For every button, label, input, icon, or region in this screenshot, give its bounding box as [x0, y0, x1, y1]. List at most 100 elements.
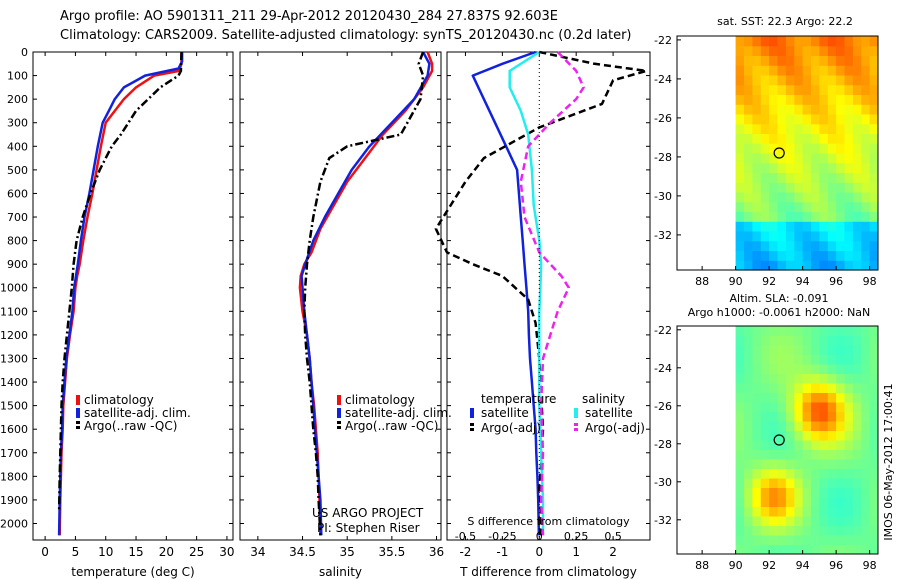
sla-heatmap-cell — [852, 392, 862, 403]
sst-heatmap-cell — [827, 153, 837, 164]
sla-heatmap-cell — [735, 449, 745, 460]
sla-heatmap-cell — [844, 468, 854, 479]
sla-xtick-label: 88 — [695, 559, 709, 572]
sla-heatmap-cell — [777, 487, 787, 498]
sst-heatmap-cell — [827, 260, 837, 271]
sla-heatmap-cell — [794, 468, 804, 479]
sst-heatmap-cell — [760, 172, 770, 183]
sla-heatmap-cell — [869, 535, 879, 545]
sla-heatmap-cell — [827, 449, 837, 460]
sst-heatmap-cell — [861, 211, 871, 222]
sla-heatmap-cell — [802, 506, 812, 517]
diff-salinity-tick-label: 0.5 — [604, 530, 622, 543]
sst-heatmap-cell — [869, 84, 879, 95]
sla-heatmap-cell — [852, 430, 862, 441]
sla-heatmap-cell — [869, 354, 879, 365]
sla-heatmap-cell — [769, 411, 778, 422]
sst-heatmap-cell — [852, 211, 862, 222]
sst-heatmap-cell — [869, 114, 879, 125]
sst-heatmap-cell — [794, 36, 804, 47]
sla-heatmap-cell — [769, 354, 778, 365]
sst-heatmap-cell — [760, 250, 770, 261]
sla-heatmap-cell — [769, 430, 778, 441]
diff-legend-entry: Argo(-adj) — [585, 421, 645, 435]
sla-heatmap-cell — [802, 544, 812, 555]
sst-heatmap-cell — [836, 55, 845, 66]
sst-heatmap-cell — [794, 221, 804, 232]
sla-heatmap-cell — [794, 326, 804, 336]
sla-heatmap-cell — [861, 497, 871, 507]
sla-heatmap-cell — [861, 459, 871, 469]
sst-heatmap-cell — [744, 114, 753, 125]
sla-heatmap-cell — [827, 364, 837, 374]
sst-heatmap-cell — [777, 240, 787, 252]
sst-map-title: sat. SST: 22.3 Argo: 22.2 — [717, 15, 853, 28]
sst-heatmap-cell — [836, 75, 845, 86]
sst-heatmap-cell — [852, 260, 862, 271]
sla-heatmap-cell — [852, 345, 862, 355]
sst-heatmap-cell — [811, 123, 820, 134]
diff-xtick-label: 0 — [535, 545, 543, 559]
sla-heatmap-cell — [760, 468, 770, 479]
sst-heatmap-cell — [802, 201, 812, 212]
sla-heatmap-cell — [735, 506, 745, 517]
figure-title-line1: Argo profile: AO 5901311_211 29-Apr-2012… — [60, 9, 558, 24]
sla-heatmap-cell — [752, 421, 762, 431]
depth-tick-label: 1300 — [0, 352, 28, 365]
sal-xtick-label: 34 — [250, 545, 265, 559]
sla-heatmap-cell — [760, 326, 770, 336]
sst-heatmap-cell — [785, 211, 795, 222]
sla-heatmap-cell — [752, 516, 762, 526]
sst-heatmap-cell — [836, 162, 845, 173]
depth-tick-label: 1600 — [0, 423, 28, 436]
sla-heatmap-cell — [869, 544, 879, 555]
temp-series-line-2 — [57, 51, 183, 512]
sst-heatmap-cell — [744, 221, 753, 232]
sla-heatmap-cell — [802, 411, 812, 422]
sst-heatmap-cell — [844, 75, 854, 86]
depth-tick-label: 100 — [7, 70, 28, 83]
sla-heatmap-cell — [819, 487, 829, 498]
sla-heatmap-cell — [752, 497, 762, 507]
sla-heatmap-cell — [811, 335, 820, 346]
sla-heatmap-cell — [819, 459, 829, 469]
sst-heatmap-cell — [794, 94, 804, 105]
sst-heatmap-cell — [769, 84, 778, 95]
figure-title-line2: Climatology: CARS2009. Satellite-adjuste… — [60, 28, 632, 43]
sla-heatmap-cell — [869, 506, 879, 517]
sst-heatmap-cell — [811, 104, 820, 115]
sst-heatmap-cell — [760, 201, 770, 212]
sla-heatmap-cell — [861, 373, 871, 384]
sst-heatmap-cell — [844, 123, 854, 134]
sla-heatmap-cell — [785, 535, 795, 545]
sst-heatmap-cell — [802, 153, 812, 164]
sst-heatmap-cell — [811, 133, 820, 144]
sst-heatmap-cell — [735, 143, 745, 154]
sla-heatmap-cell — [861, 430, 871, 441]
sst-heatmap-cell — [794, 45, 804, 56]
sst-heatmap-cell — [869, 172, 879, 183]
sst-heatmap-cell — [744, 133, 753, 144]
sst-heatmap-cell — [760, 55, 770, 66]
sla-heatmap-cell — [836, 525, 845, 536]
sla-heatmap-cell — [852, 506, 862, 517]
sla-heatmap-cell — [861, 544, 871, 555]
sla-heatmap-cell — [827, 459, 837, 469]
sla-heatmap-cell — [785, 326, 795, 336]
sst-heatmap-cell — [802, 143, 812, 154]
sst-xtick-label: 98 — [863, 275, 877, 288]
diff-legend-entry: Argo(-adj) — [481, 421, 541, 435]
sla-heatmap-cell — [802, 497, 812, 507]
sla-heatmap-cell — [769, 535, 778, 545]
sst-heatmap-cell — [861, 94, 871, 105]
sla-heatmap-cell — [794, 487, 804, 498]
sst-heatmap-cell — [777, 182, 787, 193]
sla-ytick-label: -22 — [654, 324, 672, 337]
sla-heatmap-cell — [844, 544, 854, 555]
sla-heatmap-cell — [735, 544, 745, 555]
sla-heatmap-cell — [802, 440, 812, 450]
sst-heatmap-cell — [769, 153, 778, 164]
sst-heatmap-cell — [811, 65, 820, 76]
sal-axes-frame — [239, 51, 442, 541]
